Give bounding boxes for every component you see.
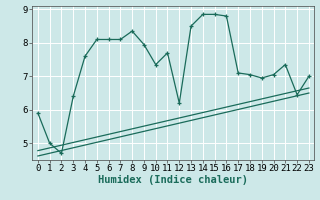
X-axis label: Humidex (Indice chaleur): Humidex (Indice chaleur): [98, 175, 248, 185]
